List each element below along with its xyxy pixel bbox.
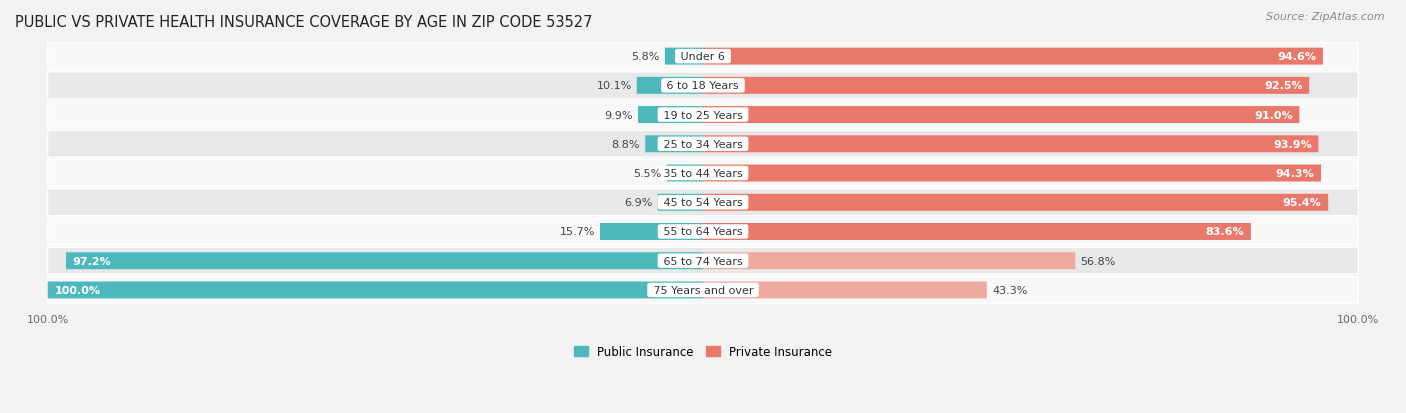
Text: 43.3%: 43.3% [993, 285, 1028, 295]
FancyBboxPatch shape [703, 223, 1251, 240]
FancyBboxPatch shape [48, 131, 1358, 158]
Text: 93.9%: 93.9% [1272, 140, 1312, 150]
Text: PUBLIC VS PRIVATE HEALTH INSURANCE COVERAGE BY AGE IN ZIP CODE 53527: PUBLIC VS PRIVATE HEALTH INSURANCE COVER… [15, 15, 592, 30]
FancyBboxPatch shape [703, 136, 1319, 153]
FancyBboxPatch shape [66, 253, 703, 270]
FancyBboxPatch shape [703, 194, 1329, 211]
Text: 75 Years and over: 75 Years and over [650, 285, 756, 295]
FancyBboxPatch shape [637, 78, 703, 95]
FancyBboxPatch shape [703, 48, 1323, 65]
Text: 94.6%: 94.6% [1277, 52, 1316, 62]
Text: 97.2%: 97.2% [73, 256, 111, 266]
Text: 5.5%: 5.5% [634, 169, 662, 178]
FancyBboxPatch shape [666, 165, 703, 182]
Text: 45 to 54 Years: 45 to 54 Years [659, 198, 747, 208]
FancyBboxPatch shape [48, 43, 1358, 70]
Text: 91.0%: 91.0% [1254, 110, 1292, 120]
Text: Source: ZipAtlas.com: Source: ZipAtlas.com [1267, 12, 1385, 22]
Text: 5.8%: 5.8% [631, 52, 659, 62]
FancyBboxPatch shape [48, 102, 1358, 129]
Text: 35 to 44 Years: 35 to 44 Years [659, 169, 747, 178]
Text: 95.4%: 95.4% [1282, 198, 1322, 208]
Text: 8.8%: 8.8% [612, 140, 640, 150]
FancyBboxPatch shape [600, 223, 703, 240]
FancyBboxPatch shape [48, 282, 703, 299]
FancyBboxPatch shape [48, 160, 1358, 187]
FancyBboxPatch shape [703, 78, 1309, 95]
FancyBboxPatch shape [703, 107, 1299, 124]
Text: 9.9%: 9.9% [605, 110, 633, 120]
Text: 55 to 64 Years: 55 to 64 Years [659, 227, 747, 237]
FancyBboxPatch shape [703, 282, 987, 299]
FancyBboxPatch shape [665, 48, 703, 65]
FancyBboxPatch shape [48, 277, 1358, 304]
FancyBboxPatch shape [658, 194, 703, 211]
FancyBboxPatch shape [48, 73, 1358, 100]
FancyBboxPatch shape [48, 189, 1358, 216]
FancyBboxPatch shape [703, 165, 1322, 182]
Text: 25 to 34 Years: 25 to 34 Years [659, 140, 747, 150]
Text: 100.0%: 100.0% [55, 285, 100, 295]
Text: 6.9%: 6.9% [624, 198, 652, 208]
Text: 92.5%: 92.5% [1264, 81, 1302, 91]
Text: 83.6%: 83.6% [1205, 227, 1244, 237]
Text: 15.7%: 15.7% [560, 227, 595, 237]
FancyBboxPatch shape [645, 136, 703, 153]
FancyBboxPatch shape [48, 248, 1358, 275]
Text: 6 to 18 Years: 6 to 18 Years [664, 81, 742, 91]
FancyBboxPatch shape [638, 107, 703, 124]
Text: Under 6: Under 6 [678, 52, 728, 62]
Legend: Public Insurance, Private Insurance: Public Insurance, Private Insurance [569, 341, 837, 363]
FancyBboxPatch shape [48, 218, 1358, 245]
Text: 19 to 25 Years: 19 to 25 Years [659, 110, 747, 120]
Text: 10.1%: 10.1% [596, 81, 631, 91]
Text: 65 to 74 Years: 65 to 74 Years [659, 256, 747, 266]
FancyBboxPatch shape [703, 253, 1076, 270]
Text: 56.8%: 56.8% [1080, 256, 1116, 266]
Text: 94.3%: 94.3% [1275, 169, 1315, 178]
